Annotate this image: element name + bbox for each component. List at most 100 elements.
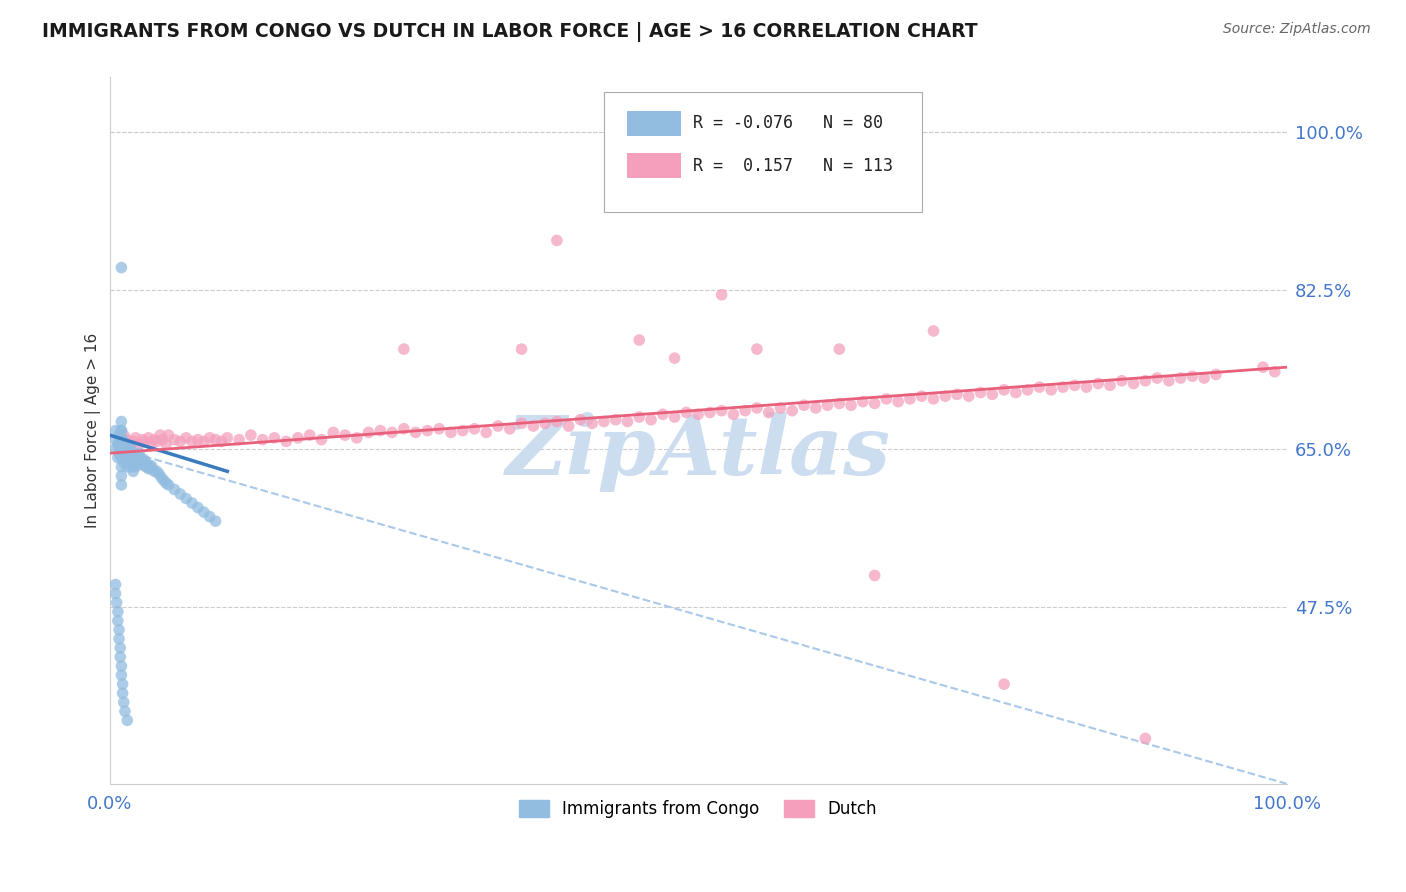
Point (839, 398, 862, 412)
Point (392, 342, 415, 356)
Point (143, 464, 166, 478)
Point (110, 424, 132, 438)
Point (124, 459, 146, 474)
Point (121, 446, 143, 460)
Point (181, 434, 204, 449)
Point (141, 459, 163, 474)
Point (117, 442, 139, 456)
Point (217, 431, 239, 445)
Point (828, 342, 851, 356)
Point (405, 425, 427, 440)
Point (110, 442, 132, 456)
Point (115, 437, 138, 451)
Legend: Immigrants from Congo, Dutch: Immigrants from Congo, Dutch (512, 793, 884, 825)
Point (193, 434, 215, 449)
Point (828, 396, 851, 410)
Point (112, 455, 135, 469)
Point (135, 459, 157, 474)
Point (110, 424, 132, 438)
Point (852, 394, 875, 409)
Point (1017, 383, 1039, 397)
Point (1181, 369, 1204, 384)
Point (128, 455, 150, 469)
Point (322, 425, 344, 440)
Point (108, 446, 131, 460)
Point (110, 478, 132, 492)
Point (263, 431, 285, 445)
Point (381, 425, 404, 440)
Point (688, 407, 710, 421)
Point (710, 287, 733, 301)
Point (107, 614, 129, 628)
Point (120, 437, 142, 451)
Point (276, 434, 298, 449)
Point (145, 434, 167, 449)
Point (287, 431, 309, 445)
Point (110, 433, 132, 447)
Point (664, 409, 686, 424)
Point (534, 417, 557, 431)
Point (475, 425, 498, 440)
Point (107, 450, 129, 465)
Point (510, 417, 533, 431)
Point (104, 424, 127, 438)
Point (110, 640, 132, 655)
Point (710, 403, 733, 417)
Point (117, 714, 139, 728)
Point (117, 446, 139, 460)
Point (616, 415, 638, 429)
Point (114, 442, 136, 456)
Point (922, 324, 945, 338)
Point (298, 428, 321, 442)
Point (174, 431, 197, 445)
Point (605, 413, 627, 427)
Point (110, 450, 132, 465)
Point (157, 428, 180, 442)
Point (104, 586, 127, 600)
Point (122, 446, 145, 460)
Point (163, 483, 186, 497)
Point (157, 478, 180, 492)
Point (111, 433, 134, 447)
Point (125, 452, 148, 467)
Point (252, 433, 274, 447)
Point (745, 401, 768, 415)
Point (993, 677, 1015, 691)
Point (138, 458, 160, 472)
Point (117, 450, 139, 465)
Point (981, 387, 1004, 401)
Point (1135, 374, 1157, 388)
Point (117, 455, 139, 469)
Point (1146, 371, 1168, 385)
Point (155, 476, 177, 491)
Point (117, 459, 139, 474)
Point (1111, 374, 1133, 388)
Point (124, 431, 146, 445)
Point (122, 455, 145, 469)
Point (112, 695, 135, 709)
Point (152, 474, 174, 488)
Point (699, 405, 721, 419)
Point (1063, 378, 1085, 392)
Point (204, 514, 226, 528)
Point (145, 464, 167, 478)
Point (108, 632, 131, 646)
Point (107, 437, 129, 451)
Point (934, 389, 956, 403)
Point (104, 442, 127, 456)
Point (110, 650, 132, 665)
Point (204, 433, 226, 447)
Point (922, 392, 945, 406)
Point (557, 419, 579, 434)
Point (311, 433, 333, 447)
Point (993, 383, 1015, 397)
Point (131, 455, 153, 469)
Point (957, 389, 980, 403)
Point (117, 433, 139, 447)
Point (1205, 368, 1227, 382)
Point (132, 452, 155, 467)
Point (1264, 365, 1286, 379)
Point (1076, 380, 1098, 394)
Point (198, 431, 221, 445)
Point (131, 458, 153, 472)
